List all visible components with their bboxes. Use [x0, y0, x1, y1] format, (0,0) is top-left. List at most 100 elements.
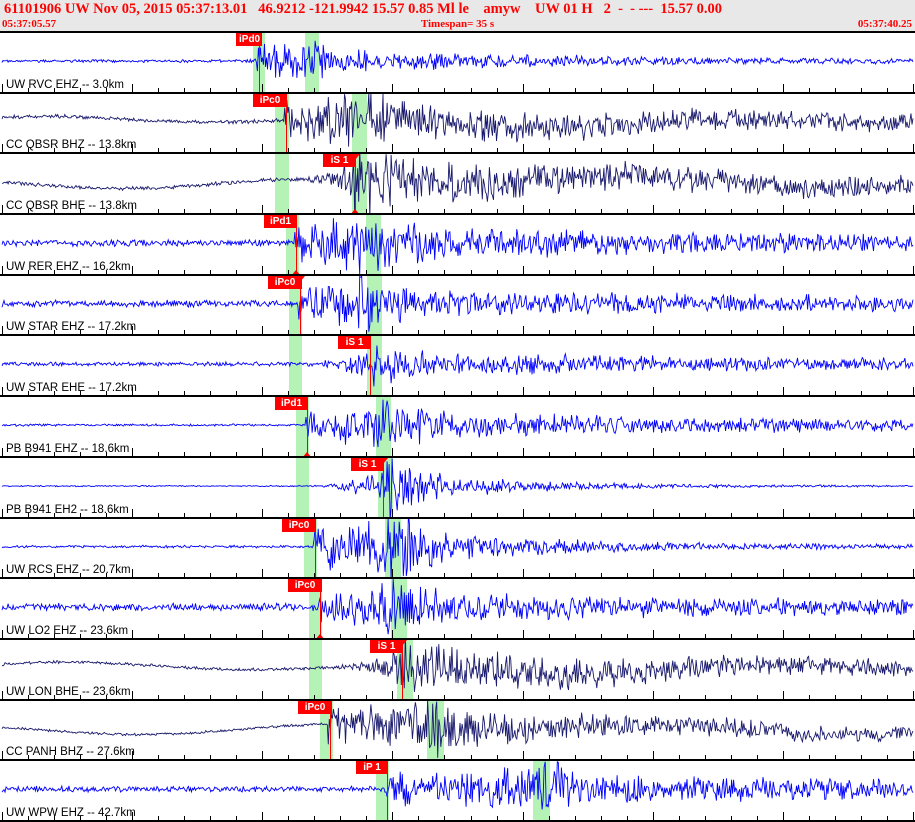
trace-panel[interactable]: iPd0 UW RVC EHZ -- 3.0km iPc0 CC QBSR BHZ -…: [0, 31, 915, 822]
time-tick: [132, 144, 133, 153]
time-axis-ticks: [0, 569, 915, 578]
phase-pick-label[interactable]: iPd1: [275, 397, 308, 410]
time-tick: [2, 84, 3, 93]
phase-pick-line[interactable]: [387, 761, 388, 822]
time-tick: [653, 569, 654, 578]
time-tick: [731, 148, 732, 153]
time-tick: [653, 691, 654, 700]
phase-pick-label[interactable]: iP 1: [356, 761, 388, 774]
row-separator: [0, 638, 915, 640]
time-tick: [549, 209, 550, 214]
time-tick: [366, 695, 367, 700]
phase-pick-label[interactable]: iPc0: [288, 579, 322, 592]
time-tick: [210, 209, 211, 214]
time-tick: [653, 266, 654, 275]
time-tick: [80, 209, 81, 214]
time-tick: [601, 452, 602, 457]
time-tick: [236, 452, 237, 457]
phase-pick-label[interactable]: iPc0: [268, 276, 302, 289]
time-tick: [184, 391, 185, 396]
station-label: UW RVC EHZ -- 3.0km: [6, 79, 124, 91]
phase-pick-line[interactable]: [259, 33, 260, 94]
time-tick: [262, 387, 263, 396]
time-tick: [340, 148, 341, 153]
phase-pick-label[interactable]: iPc0: [298, 701, 332, 714]
phase-pick-label[interactable]: iPd1: [264, 215, 297, 228]
time-tick: [366, 391, 367, 396]
time-tick: [575, 88, 576, 93]
time-tick: [418, 270, 419, 275]
pick-marker-up-icon: [350, 209, 360, 215]
time-tick: [523, 266, 524, 275]
time-tick: [28, 88, 29, 93]
time-tick: [887, 148, 888, 153]
time-tick: [497, 634, 498, 639]
phase-pick-label[interactable]: iS 1: [323, 154, 356, 167]
time-tick: [627, 270, 628, 275]
phase-pick-line[interactable]: [286, 94, 287, 154]
time-tick: [444, 573, 445, 578]
station-label: UW WPW EHZ -- 42.7km: [6, 807, 136, 819]
phase-pick-line[interactable]: [296, 215, 297, 276]
time-tick: [809, 695, 810, 700]
time-tick: [471, 816, 472, 821]
time-tick: [783, 569, 784, 578]
phase-pick-label[interactable]: iPc0: [282, 519, 316, 532]
phase-pick-label[interactable]: iS 1: [351, 458, 384, 471]
phase-pick-label[interactable]: iS 1: [338, 336, 371, 349]
time-tick: [418, 634, 419, 639]
phase-pick-label[interactable]: iPc0: [253, 94, 287, 107]
phase-pick-label[interactable]: iS 1: [370, 640, 403, 653]
time-tick: [653, 84, 654, 93]
time-tick: [809, 88, 810, 93]
time-tick: [731, 452, 732, 457]
row-separator: [0, 395, 915, 397]
phase-pick-line[interactable]: [300, 276, 301, 336]
time-tick: [418, 209, 419, 214]
time-tick: [757, 695, 758, 700]
time-tick: [80, 270, 81, 275]
time-tick: [575, 330, 576, 335]
time-tick: [314, 88, 315, 93]
time-tick: [549, 573, 550, 578]
time-tick: [210, 695, 211, 700]
phase-pick-line[interactable]: [330, 701, 331, 761]
time-tick: [861, 573, 862, 578]
time-tick: [757, 270, 758, 275]
time-tick: [314, 755, 315, 760]
time-tick: [392, 84, 393, 93]
time-tick: [731, 270, 732, 275]
phase-pick-line[interactable]: [370, 336, 371, 397]
phase-pick-line[interactable]: [383, 458, 384, 519]
row-separator: [0, 334, 915, 336]
phase-pick-line[interactable]: [307, 397, 308, 458]
time-tick: [549, 88, 550, 93]
time-tick: [158, 209, 159, 214]
time-tick: [679, 391, 680, 396]
time-axis-ticks: [0, 812, 915, 821]
pick-marker-up-icon: [302, 452, 312, 458]
time-tick: [28, 330, 29, 335]
time-tick: [106, 88, 107, 93]
time-tick: [106, 816, 107, 821]
trace-row[interactable]: iPc0 UW LO2 EHZ -- 23.6km: [0, 579, 915, 640]
time-tick: [106, 755, 107, 760]
time-tick: [210, 330, 211, 335]
time-tick: [809, 452, 810, 457]
phase-pick-line[interactable]: [355, 154, 356, 215]
time-tick: [809, 755, 810, 760]
time-tick: [158, 88, 159, 93]
phase-pick-label[interactable]: iPd0: [236, 33, 262, 46]
time-tick: [106, 513, 107, 518]
time-tick: [28, 755, 29, 760]
station-label: UW RCS EHZ -- 20.7km: [6, 564, 131, 576]
time-tick: [783, 205, 784, 214]
time-tick: [835, 634, 836, 639]
phase-pick-line[interactable]: [402, 640, 403, 701]
phase-pick-line[interactable]: [320, 579, 321, 640]
time-tick: [314, 330, 315, 335]
time-tick: [444, 695, 445, 700]
phase-pick-line[interactable]: [315, 519, 316, 579]
row-separator: [0, 759, 915, 761]
time-tick: [236, 270, 237, 275]
